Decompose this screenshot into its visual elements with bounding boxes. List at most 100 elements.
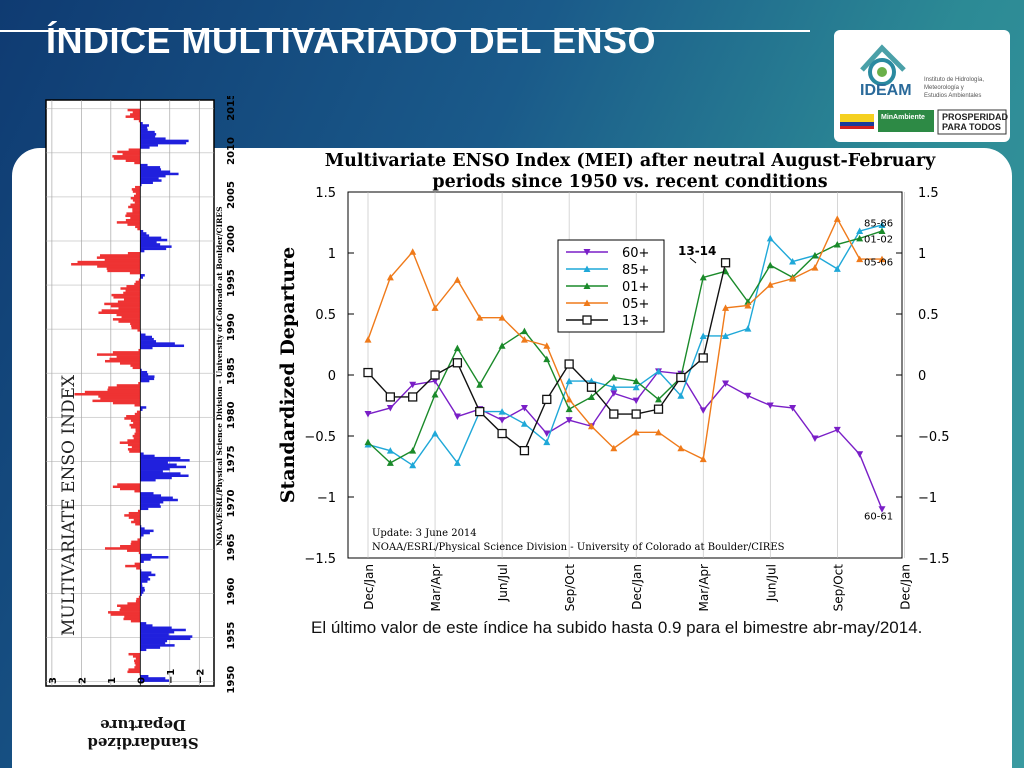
history-bar xyxy=(140,505,161,508)
history-bar xyxy=(118,320,141,323)
history-bar xyxy=(140,644,175,647)
series-point xyxy=(498,408,506,415)
history-bar xyxy=(133,518,141,522)
history-bar xyxy=(140,163,148,167)
main-y-tick-label-left: 0 xyxy=(328,369,336,384)
history-bar xyxy=(134,282,141,286)
history-bar xyxy=(140,677,166,680)
history-bar xyxy=(117,150,141,154)
slide-caption: El último valor de este índice ha subido… xyxy=(311,618,923,637)
history-bar xyxy=(123,617,141,621)
history-bar xyxy=(108,386,141,389)
history-bar xyxy=(140,575,149,579)
history-bar xyxy=(140,373,149,376)
history-bar xyxy=(112,401,141,405)
history-bar xyxy=(92,399,141,403)
ideam-logo: IDEAM Instituto de Hidrología, Meteorolo… xyxy=(834,30,1010,142)
history-bar xyxy=(140,170,171,173)
series-point xyxy=(498,417,506,424)
history-bar xyxy=(111,293,141,297)
main-y-tick-label-left: 0.5 xyxy=(315,308,336,323)
history-value-tick-label: −1 xyxy=(166,669,177,684)
series-point xyxy=(409,381,417,389)
history-bar xyxy=(140,503,160,506)
series-point xyxy=(543,438,551,446)
series-point xyxy=(632,383,640,391)
series-point xyxy=(833,240,841,248)
history-bar xyxy=(140,560,144,563)
series-point xyxy=(722,380,730,388)
history-bar xyxy=(140,377,155,381)
history-bar xyxy=(104,547,141,550)
series-point xyxy=(856,255,864,263)
series-point xyxy=(856,234,864,242)
history-bar xyxy=(138,119,141,123)
history-bar xyxy=(138,278,141,281)
history-bar xyxy=(116,221,141,224)
mei-comparison-chart: Multivariate ENSO Index (MEI) after neut… xyxy=(277,151,950,611)
history-bar xyxy=(140,122,143,125)
series-end-label: 05-06 xyxy=(864,258,893,269)
history-year-tick-label: 2005 xyxy=(226,181,237,209)
history-bar xyxy=(127,602,141,605)
history-bar xyxy=(122,152,141,156)
series-point xyxy=(766,402,774,409)
main-y-tick-label-right: 0 xyxy=(918,369,926,384)
history-bar xyxy=(137,509,141,513)
history-bar xyxy=(140,527,145,530)
series-point xyxy=(878,506,886,513)
history-bar xyxy=(140,467,170,471)
history-bar xyxy=(108,611,141,614)
series-point xyxy=(431,304,439,311)
history-bar xyxy=(130,619,141,623)
history-bar xyxy=(112,351,141,354)
history-bar xyxy=(140,243,161,246)
history-bar xyxy=(140,337,154,341)
history-bar xyxy=(124,514,141,517)
history-bar xyxy=(129,450,141,453)
legend-swatch-marker xyxy=(583,249,591,256)
history-bar xyxy=(140,232,147,235)
series-line-60 xyxy=(367,370,883,510)
history-bar xyxy=(140,137,166,140)
history-bar xyxy=(138,381,141,385)
series-line-05 xyxy=(367,217,882,461)
series-point xyxy=(543,342,551,349)
main-y-tick-label-right: 1.5 xyxy=(918,186,939,201)
series-point xyxy=(498,342,506,349)
history-year-tick-label: 1950 xyxy=(226,666,237,694)
series-point xyxy=(766,281,774,288)
history-bar xyxy=(140,135,156,138)
series-point xyxy=(699,332,707,339)
history-bar xyxy=(135,600,141,603)
series-point xyxy=(520,336,528,343)
series-point xyxy=(766,234,774,242)
history-bar xyxy=(133,421,141,425)
history-bar xyxy=(140,637,191,641)
history-bar xyxy=(140,340,157,343)
history-bar xyxy=(140,573,156,577)
history-bar xyxy=(130,196,141,200)
history-bar xyxy=(140,177,159,180)
series-point xyxy=(430,370,440,380)
history-bar xyxy=(140,507,149,511)
history-bar xyxy=(104,258,141,262)
history-bar xyxy=(127,443,141,447)
series-point xyxy=(856,227,864,235)
history-bar xyxy=(98,395,141,398)
history-bar xyxy=(140,498,178,502)
series-point xyxy=(744,392,752,400)
series-point xyxy=(586,382,597,392)
series-point xyxy=(587,422,595,430)
series-point xyxy=(453,276,461,283)
history-bar xyxy=(140,368,142,372)
history-bar xyxy=(140,181,153,185)
history-bar xyxy=(104,302,141,306)
history-bar xyxy=(140,646,161,649)
series-point xyxy=(565,417,573,424)
history-bar xyxy=(140,584,143,588)
history-year-tick-label: 1985 xyxy=(226,357,237,385)
history-bar xyxy=(140,531,150,535)
history-bar xyxy=(140,580,148,583)
series-point xyxy=(833,265,841,272)
